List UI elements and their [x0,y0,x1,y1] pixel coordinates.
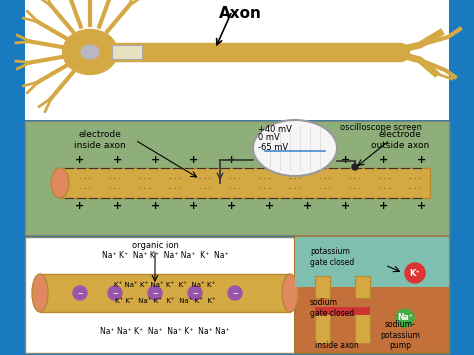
Text: +: + [303,155,313,165]
Text: +: + [113,155,123,165]
Bar [25,237,449,353]
Ellipse shape [282,274,298,312]
Text: +: + [190,155,199,165]
Text: +: + [228,155,237,165]
Circle shape [396,309,414,327]
Ellipse shape [51,168,69,198]
Text: 0 mV: 0 mV [258,132,280,142]
Bar [40,274,290,312]
Text: - - -: - - - [169,175,181,181]
Text: K⁺ Na⁺ K⁺ Na⁺ K⁺  K⁺  Na⁺ K⁺: K⁺ Na⁺ K⁺ Na⁺ K⁺ K⁺ Na⁺ K⁺ [114,282,216,288]
Circle shape [405,263,425,283]
Text: Na⁺ Na⁺ K⁺  Na⁺  Na⁺ K⁺  Na⁺ Na⁺: Na⁺ Na⁺ K⁺ Na⁺ Na⁺ K⁺ Na⁺ Na⁺ [100,327,230,335]
Text: +: + [113,201,123,211]
Text: - - -: - - - [319,185,331,191]
Text: organic ion: organic ion [132,240,178,250]
Text: +: + [418,155,427,165]
Text: –: – [192,288,198,298]
Text: –: – [232,288,238,298]
Bar [112,45,142,59]
Circle shape [108,286,122,300]
Bar [315,313,330,343]
Text: +: + [265,155,274,165]
Circle shape [73,286,87,300]
Text: +: + [75,201,85,211]
Text: K⁺ K⁺  Na⁺ K⁺  K⁺  Na⁺ K⁺  K⁺: K⁺ K⁺ Na⁺ K⁺ K⁺ Na⁺ K⁺ K⁺ [115,298,215,304]
Bar [315,307,370,315]
Text: +40 mV: +40 mV [258,125,292,133]
Bar [295,237,449,287]
Text: - - -: - - - [139,175,151,181]
Text: - - -: - - - [199,175,211,181]
Text: –: – [152,288,158,298]
Text: - - -: - - - [289,185,301,191]
Bar [355,313,370,343]
Text: inside axon: inside axon [315,340,359,350]
Text: - - -: - - - [259,175,271,181]
Text: - - -: - - - [349,175,361,181]
Text: - - -: - - - [349,185,361,191]
Text: +: + [228,201,237,211]
Circle shape [188,286,202,300]
Text: +: + [75,155,85,165]
Text: - - -: - - - [229,185,241,191]
Ellipse shape [32,274,48,312]
Bar [295,237,449,353]
Text: sodium
gate closed: sodium gate closed [310,298,354,318]
Text: Na⁺ K⁺  Na⁺ K⁺  Na⁺ Na⁺  K⁺  Na⁺: Na⁺ K⁺ Na⁺ K⁺ Na⁺ Na⁺ K⁺ Na⁺ [102,251,228,260]
Text: - - -: - - - [259,185,271,191]
Bar [315,276,330,298]
Text: +: + [341,155,351,165]
Text: - - -: - - - [109,185,121,191]
Text: - - -: - - - [409,185,421,191]
Circle shape [352,164,358,170]
Text: –: – [112,288,118,298]
Text: potassium
gate closed: potassium gate closed [310,247,354,267]
Text: –: – [77,288,83,298]
Text: +: + [341,201,351,211]
Text: - - -: - - - [289,175,301,181]
Text: Axon: Axon [219,6,262,21]
Bar [25,121,449,235]
Text: - - -: - - - [409,175,421,181]
Text: +: + [151,201,161,211]
Text: - - -: - - - [379,185,391,191]
Text: +: + [379,155,389,165]
Text: electrode
inside axon: electrode inside axon [74,130,126,150]
Text: -65 mV: -65 mV [258,142,288,152]
Bar [355,276,370,298]
Text: - - -: - - - [379,175,391,181]
Text: electrode
outside axon: electrode outside axon [371,130,429,150]
Text: - - -: - - - [109,175,121,181]
Text: - - -: - - - [319,175,331,181]
Text: oscilloscope screen: oscilloscope screen [340,122,422,131]
Ellipse shape [253,120,337,176]
Text: +: + [265,201,274,211]
Text: sodium-
potassium
pump: sodium- potassium pump [380,320,420,350]
Text: - - -: - - - [79,185,91,191]
Text: +: + [303,201,313,211]
Ellipse shape [81,45,99,59]
Text: +: + [190,201,199,211]
Text: Na⁺: Na⁺ [397,313,413,322]
Text: - - -: - - - [229,175,241,181]
Text: - - -: - - - [79,175,91,181]
Text: - - -: - - - [139,185,151,191]
Text: +: + [151,155,161,165]
Circle shape [148,286,162,300]
Circle shape [228,286,242,300]
Text: - - -: - - - [169,185,181,191]
Text: K⁺: K⁺ [410,268,420,278]
Text: +: + [418,201,427,211]
Text: +: + [379,201,389,211]
Bar [60,168,430,198]
Bar [25,0,449,120]
Ellipse shape [63,29,118,75]
Text: - - -: - - - [199,185,211,191]
